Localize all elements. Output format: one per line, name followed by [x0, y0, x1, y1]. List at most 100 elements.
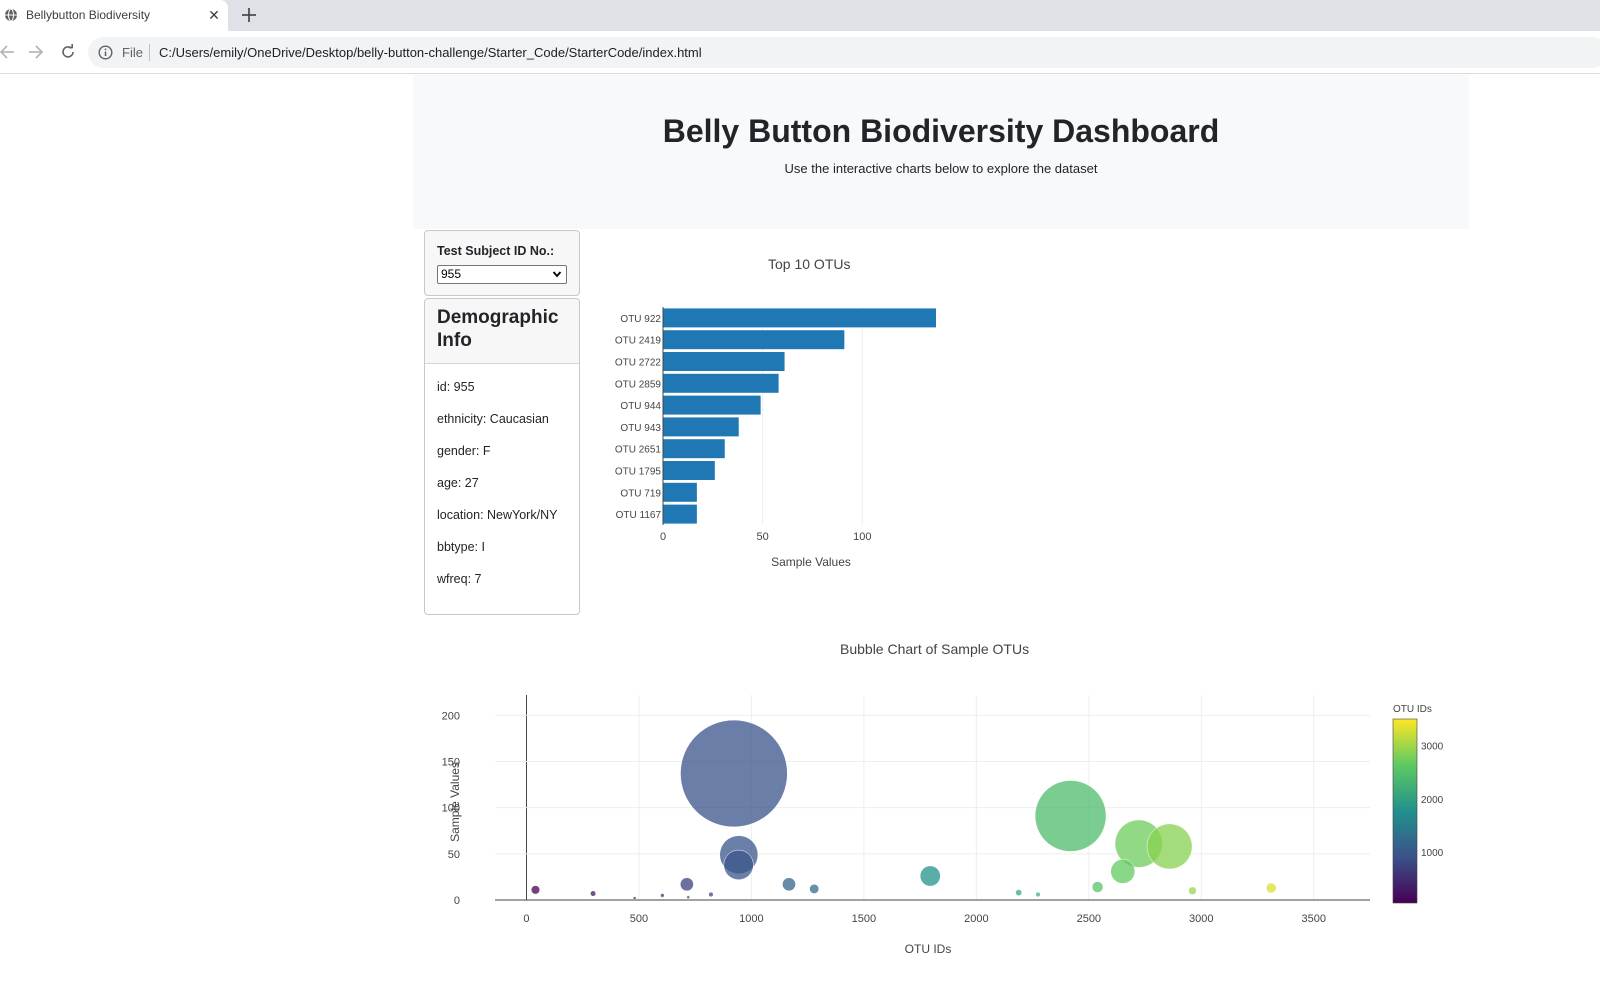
url-text[interactable]: C:/Users/emily/OneDrive/Desktop/belly-bu…	[159, 45, 702, 60]
new-tab-icon[interactable]	[240, 6, 258, 24]
bubble-point[interactable]	[632, 896, 637, 900]
bar-x-tick-label: 50	[757, 531, 769, 543]
bar-y-tick-label: OTU 922	[620, 314, 661, 325]
colorbar: OTU IDs 1000 2000 3000	[1392, 704, 1444, 904]
bubble-point[interactable]	[590, 890, 597, 897]
bar[interactable]	[663, 439, 725, 459]
colorbar-tick-label: 2000	[1421, 795, 1444, 806]
bubble-x-tick-label: 1500	[852, 913, 876, 925]
bubble-y-axis-label: Sample Values	[448, 762, 462, 842]
demographic-info-header: Demographic Info	[425, 299, 579, 364]
bubble-y-tick-label: 0	[454, 895, 460, 907]
bubble-point[interactable]	[1110, 859, 1136, 884]
tab-title: Bellybutton Biodiversity	[26, 8, 151, 22]
bar-y-tick-label: OTU 944	[620, 401, 661, 412]
bubble-y-tick-label: 150	[442, 756, 460, 768]
bubble-point[interactable]	[1188, 886, 1197, 895]
bar-y-tick-label: OTU 2651	[615, 445, 662, 456]
colorbar-tick-label: 3000	[1421, 742, 1444, 753]
browser-toolbar: File C:/Users/emily/OneDrive/Desktop/bel…	[0, 31, 1600, 74]
bar-y-tick-label: OTU 719	[620, 488, 661, 499]
bubble-point[interactable]	[1265, 882, 1277, 894]
browser-tab[interactable]: Bellybutton Biodiversity ✕	[0, 0, 228, 31]
bar-x-tick-label: 100	[853, 531, 871, 543]
demographic-item: ethnicity: Caucasian	[437, 412, 549, 426]
bubble-point[interactable]	[1146, 823, 1193, 870]
bar[interactable]	[663, 352, 785, 371]
bubble-point[interactable]	[1035, 891, 1041, 898]
bar-chart-title: Top 10 OTUs	[768, 256, 851, 272]
bar[interactable]	[663, 417, 739, 437]
bubble-point[interactable]	[1034, 780, 1107, 852]
bar[interactable]	[663, 482, 697, 502]
bar-y-tick-label: OTU 1795	[615, 467, 662, 478]
demographic-item: gender: F	[437, 444, 491, 458]
bubble-point[interactable]	[782, 877, 796, 892]
colorbar-title: OTU IDs	[1393, 704, 1432, 715]
bar[interactable]	[663, 373, 779, 393]
demographic-info-title: Demographic Info	[437, 307, 559, 351]
address-separator	[149, 44, 150, 61]
demographic-item: age: 27	[437, 476, 479, 490]
browser-tab-bar: Bellybutton Biodiversity ✕	[0, 0, 1600, 31]
colorbar-gradient	[1392, 718, 1418, 904]
bubble-point[interactable]	[530, 885, 541, 895]
back-icon[interactable]	[0, 43, 18, 61]
bar[interactable]	[663, 461, 715, 480]
bubble-chart-title: Bubble Chart of Sample OTUs	[840, 641, 1030, 657]
demographic-item: id: 955	[437, 380, 475, 394]
chevron-down-icon	[552, 271, 562, 278]
bubble-point[interactable]	[919, 865, 941, 887]
bar-y-tick-label: OTU 2722	[615, 358, 662, 369]
bubble-point[interactable]	[679, 877, 694, 892]
page-subtitle: Use the interactive charts below to expl…	[784, 161, 1098, 176]
top-otus-bar-chart: OTU 922 OTU 2419 OTU 2722 OTU 2859 OTU 944 OT…	[615, 307, 936, 569]
bubble-point[interactable]	[660, 893, 665, 898]
subject-selector-card: Test Subject ID No.: 955	[424, 230, 580, 296]
bubble-point[interactable]	[686, 895, 690, 899]
bubble-x-tick-label: 3500	[1302, 913, 1326, 925]
bubble-y-tick-label: 50	[448, 849, 460, 861]
bar[interactable]	[663, 308, 936, 328]
bubble-point[interactable]	[723, 849, 754, 880]
bubble-x-axis-label: OTU IDs	[905, 942, 952, 956]
bubble-point[interactable]	[708, 891, 714, 898]
bar-x-tick-label: 0	[660, 531, 666, 543]
bubble-x-tick-label: 500	[630, 913, 648, 925]
bar-y-tick-label: OTU 2859	[615, 379, 662, 390]
bar-y-tick-label: OTU 2419	[615, 336, 662, 347]
bar[interactable]	[663, 330, 845, 350]
demographic-info-card: Demographic Info id: 955 ethnicity: Cauc…	[424, 298, 580, 615]
demographic-item: bbtype: I	[437, 540, 485, 554]
file-scheme-label: File	[122, 45, 143, 60]
bubble-x-tick-label: 0	[523, 913, 529, 925]
bubble-point[interactable]	[809, 883, 820, 894]
info-icon[interactable]	[98, 45, 113, 60]
subject-selector-label: Test Subject ID No.:	[437, 244, 555, 258]
subject-id-dropdown[interactable]: 955	[437, 265, 567, 284]
bubble-x-tick-label: 2000	[964, 913, 988, 925]
bar[interactable]	[663, 504, 697, 524]
bar-x-axis-label: Sample Values	[771, 555, 851, 569]
bubble-y-tick-label: 200	[442, 710, 460, 722]
demographic-item: location: NewYork/NY	[437, 508, 558, 522]
bubble-point[interactable]	[1015, 889, 1023, 896]
demographic-item: wfreq: 7	[437, 572, 482, 586]
bar-y-tick-label: OTU 943	[620, 423, 661, 434]
forward-icon[interactable]	[27, 43, 45, 61]
bubble-point[interactable]	[680, 719, 788, 828]
page-header: Belly Button Biodiversity Dashboard Use …	[413, 75, 1469, 229]
bar-y-tick-label: OTU 1167	[616, 510, 662, 521]
subject-id-selected: 955	[441, 267, 462, 281]
globe-icon	[5, 8, 17, 22]
address-bar[interactable]: File C:/Users/emily/OneDrive/Desktop/bel…	[88, 37, 1600, 68]
bubble-x-tick-label: 1000	[739, 913, 763, 925]
bubble-y-tick-label: 100	[442, 803, 460, 815]
reload-icon[interactable]	[59, 43, 77, 61]
close-tab-icon[interactable]: ✕	[208, 7, 220, 23]
bubble-point[interactable]	[1091, 881, 1104, 893]
bar[interactable]	[663, 395, 761, 415]
otu-bubble-chart: 0 500 1000 1500 2000 2500 3000 3500 0 50 100 150 20…	[442, 695, 1444, 956]
page-title: Belly Button Biodiversity Dashboard	[662, 113, 1220, 149]
bubble-x-tick-label: 3000	[1189, 913, 1213, 925]
